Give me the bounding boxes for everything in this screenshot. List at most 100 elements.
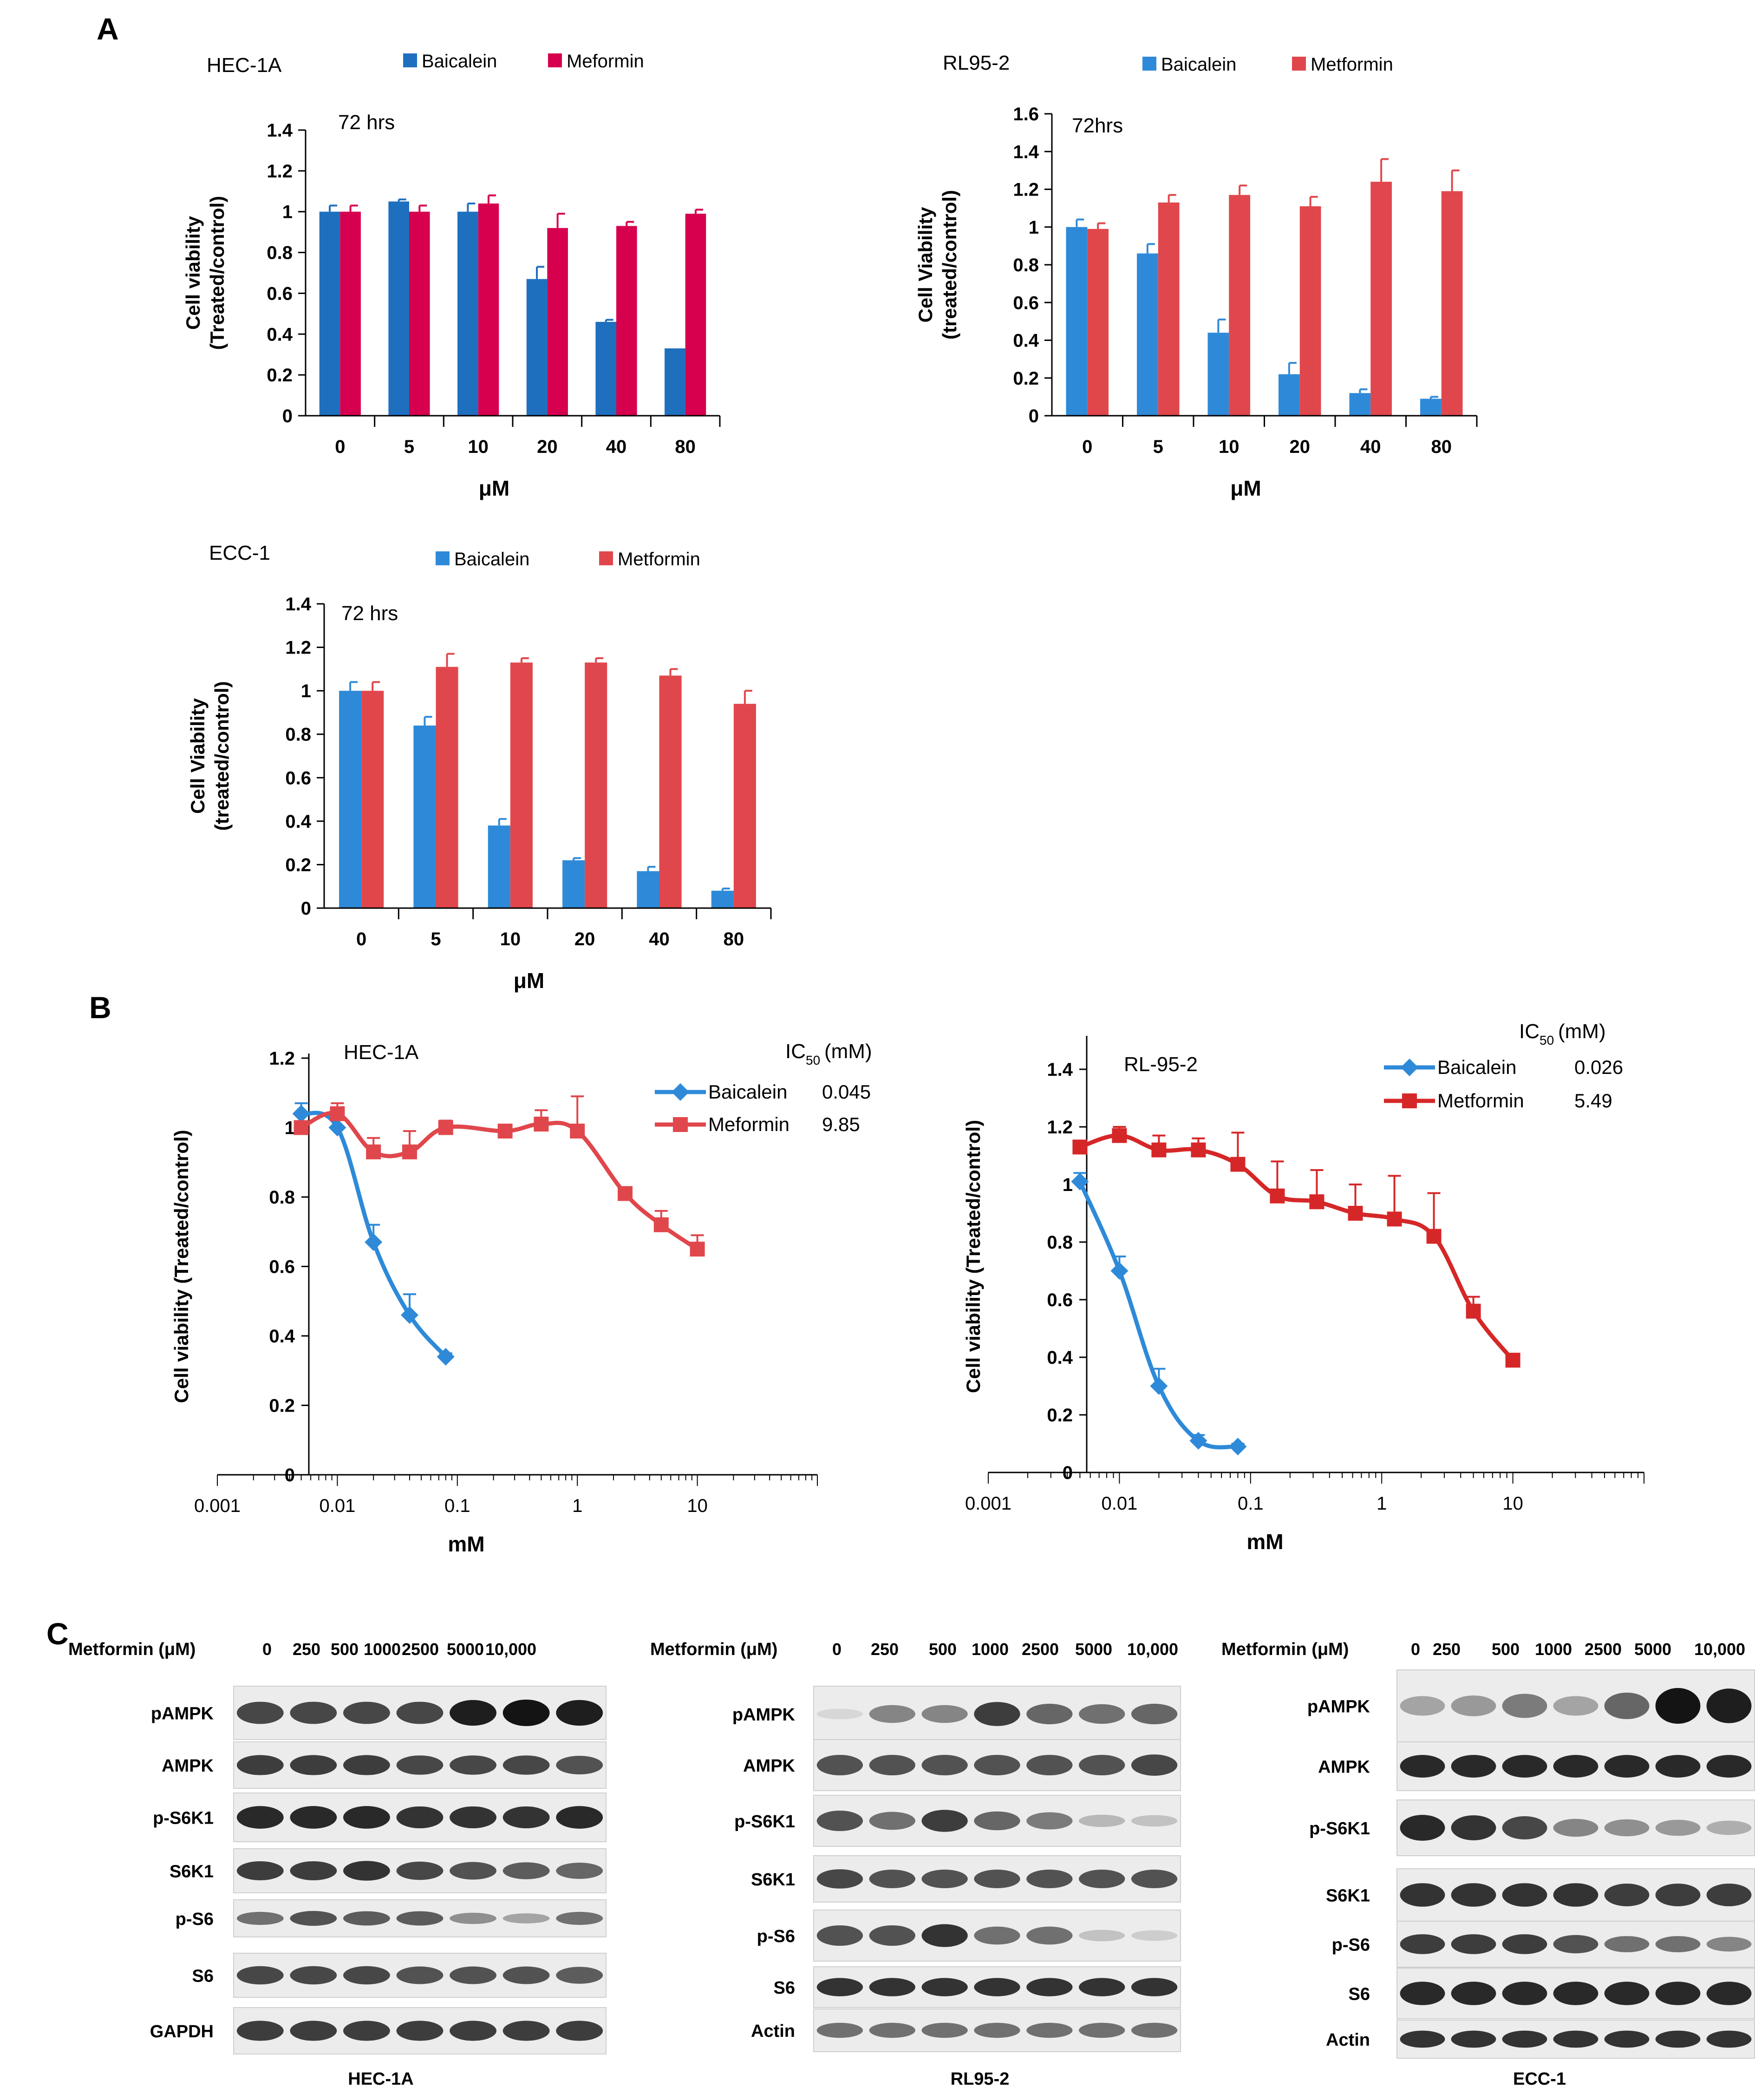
x-tick-label: 5	[404, 437, 414, 457]
protein-band	[816, 1869, 863, 1889]
protein-band	[450, 1700, 496, 1726]
dose-label: 1000	[1535, 1640, 1572, 1659]
protein-band	[816, 1708, 863, 1720]
protein-band	[556, 1967, 603, 1984]
protein-band	[1026, 1755, 1073, 1775]
bar-metformin	[1229, 195, 1250, 416]
x-axis-label: μM	[479, 476, 509, 500]
protein-band	[396, 1966, 444, 1984]
protein-band	[869, 1978, 915, 1996]
legend-label: Meformin	[567, 51, 644, 72]
bar-meformin	[340, 211, 361, 416]
protein-band	[1553, 2030, 1598, 2048]
dose-response-rl952: RL-95-2IC50(mM)00.20.40.60.811.21.40.001…	[962, 1020, 1644, 1554]
protein-band	[1706, 1936, 1752, 1952]
protein-band	[556, 1806, 603, 1829]
protein-band	[1131, 1754, 1178, 1776]
y-tick-label: 0.2	[1047, 1405, 1073, 1426]
protein-label: S6	[1349, 1985, 1370, 2004]
protein-band	[1553, 1819, 1598, 1837]
protein-label: Actin	[751, 2021, 795, 2041]
y-tick-label: 1.2	[269, 1048, 295, 1069]
y-tick-label: 0.4	[1047, 1348, 1073, 1368]
protein-band	[974, 1755, 1020, 1775]
protein-band	[1079, 2022, 1125, 2038]
data-point-meformin	[653, 1217, 669, 1232]
protein-band	[1131, 1815, 1178, 1827]
data-point-baicalein	[1071, 1172, 1089, 1191]
protein-band	[1026, 1926, 1073, 1945]
protein-band	[236, 1701, 284, 1724]
protein-band	[1400, 1696, 1445, 1716]
x-axis-label: μM	[514, 968, 544, 993]
y-tick-label: 0.8	[1047, 1232, 1073, 1253]
y-tick-label: 0.4	[285, 811, 311, 832]
protein-band	[343, 1861, 390, 1881]
protein-label: pAMPK	[1307, 1697, 1370, 1717]
data-point-meformin	[402, 1144, 417, 1159]
bar-baicalein	[339, 691, 362, 908]
y-tick-label: 0.2	[267, 365, 293, 386]
x-axis-label: mM	[448, 1532, 484, 1556]
protein-band	[396, 1911, 444, 1926]
dose-label: 1000	[364, 1640, 401, 1659]
protein-band	[290, 1755, 337, 1775]
protein-band	[1026, 1703, 1073, 1725]
y-tick-label: 0.6	[267, 283, 293, 304]
western-blot-rl952: Metformin (μM) 0 250 500 1000 2500 5000 10,000 p…	[650, 1640, 1181, 2089]
x-tick-label: 0.01	[1101, 1493, 1137, 1514]
x-tick-label: 20	[574, 929, 595, 949]
bar-metformin	[733, 704, 756, 908]
x-tick-label: 10	[1502, 1493, 1523, 1514]
protein-band	[290, 1806, 337, 1829]
protein-band	[816, 1978, 863, 1996]
protein-band	[502, 1806, 550, 1829]
series-line-baicalein	[1078, 1180, 1239, 1450]
protein-band	[1026, 2022, 1073, 2038]
x-tick-label: 0.001	[194, 1496, 241, 1516]
legend-label: Baicalein	[708, 1081, 787, 1103]
ic50-unit: (mM)	[824, 1040, 872, 1063]
protein-band	[1079, 1930, 1125, 1942]
protein-band	[343, 1755, 390, 1775]
bar-baicalein	[457, 211, 478, 416]
x-tick-label: 10	[500, 929, 521, 949]
data-point-metformin	[1270, 1188, 1285, 1204]
protein-label: pAMPK	[151, 1704, 214, 1724]
protein-band	[1553, 1755, 1598, 1778]
x-tick-label: 80	[1431, 437, 1452, 457]
data-point-meformin	[690, 1242, 705, 1257]
protein-band	[816, 1755, 863, 1775]
data-point-baicalein	[400, 1306, 418, 1324]
legend-label: Baicalein	[454, 549, 529, 569]
x-tick-label: 20	[1290, 437, 1311, 457]
protein-band	[1400, 1815, 1445, 1841]
y-tick-label: 1	[285, 1118, 295, 1138]
dose-header: Metformin (μM)	[1221, 1640, 1349, 1659]
protein-band	[974, 2022, 1020, 2038]
y-axis-label: Cell viability (Treated/control)	[170, 1130, 192, 1403]
protein-band	[974, 1702, 1020, 1726]
protein-band	[450, 1755, 496, 1775]
y-tick-label: 0.6	[1047, 1290, 1073, 1310]
protein-band	[450, 2021, 496, 2041]
protein-band	[556, 1863, 603, 1879]
y-tick-label: 1.2	[267, 161, 293, 182]
dose-label: 250	[293, 1640, 320, 1659]
protein-band	[816, 1811, 863, 1831]
dose-label: 10,000	[1127, 1640, 1178, 1659]
protein-band	[290, 1911, 337, 1926]
dose-label: 5000	[447, 1640, 484, 1659]
ic50-label: IC	[785, 1040, 806, 1063]
protein-band	[1026, 1812, 1073, 1830]
protein-band	[236, 1966, 284, 1985]
timepoint-label: 72 hrs	[341, 602, 398, 625]
protein-band	[1502, 1816, 1547, 1839]
series-line-metformin	[1079, 1133, 1515, 1362]
protein-band	[1400, 1883, 1445, 1907]
x-tick-label: 0	[1082, 437, 1092, 457]
data-point-meformin	[618, 1186, 633, 1201]
protein-band	[1655, 1819, 1701, 1836]
protein-band	[1502, 1934, 1547, 1954]
